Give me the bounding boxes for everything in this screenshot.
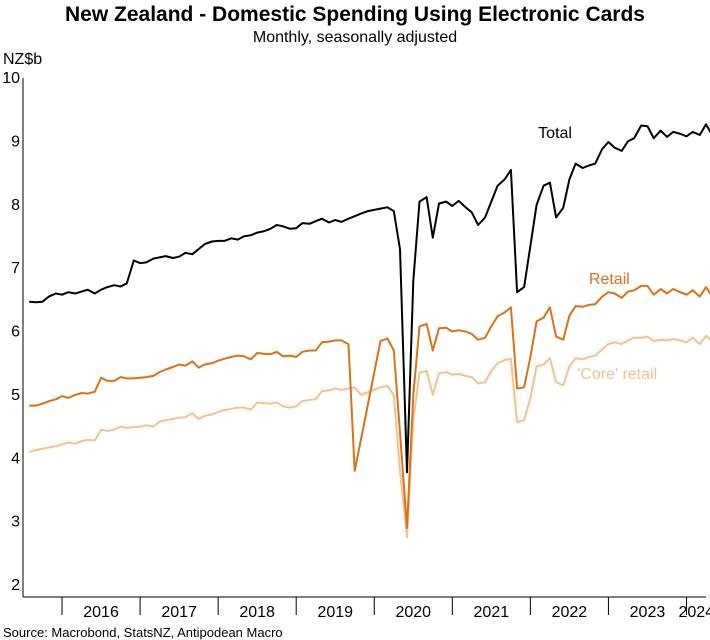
x-axis-ticks: 2016 2017 2018 2019 2020 2021 2022 2023 2024 [61,597,710,621]
x-tick-label: 2018 [239,604,275,621]
series-line-retail [29,284,710,529]
x-tick-label: 2024 [678,604,710,621]
y-tick-label: 8 [11,197,20,214]
y-tick-label: 5 [11,387,20,404]
x-tick-label: 2023 [630,604,666,621]
y-axis-unit-label: NZ$b [3,51,42,68]
y-axis-ticks: 2 3 4 5 6 7 8 9 10 [2,70,20,594]
x-tick-label: 2017 [161,604,197,621]
series-label-total: Total [538,125,572,142]
x-tick-label: 2019 [317,604,353,621]
y-tick-label: 4 [11,450,20,467]
source-note: Source: Macrobond, StatsNZ, Antipodean M… [3,625,283,640]
y-tick-label: 2 [11,577,20,594]
y-tick-label: 9 [11,133,20,150]
chart-subtitle: Monthly, seasonally adjusted [253,29,457,46]
series-line-total [29,123,710,474]
series-line-coreretail [28,334,710,539]
series-label-coreretail: 'Core' retail [577,366,657,383]
x-tick-label: 2020 [395,604,431,621]
x-tick-label: 2016 [83,604,119,621]
y-tick-label: 7 [11,260,20,277]
x-tick-label: 2021 [474,604,510,621]
series-label-retail: Retail [589,271,630,288]
chart-title: New Zealand - Domestic Spending Using El… [65,3,645,26]
series-labels: Total Retail 'Core' retail [538,125,657,383]
y-tick-label: 10 [2,70,20,87]
x-tick-label: 2022 [552,604,588,621]
series-lines [28,123,710,539]
y-tick-label: 6 [11,324,20,341]
y-tick-label: 3 [11,514,20,531]
